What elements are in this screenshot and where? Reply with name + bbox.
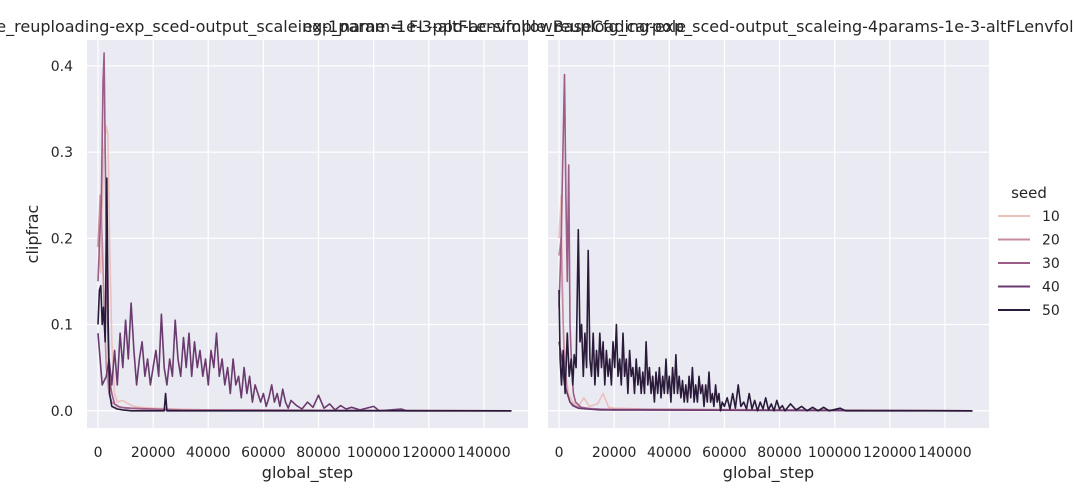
legend-label-seed-50: 50 <box>1042 303 1060 319</box>
x-tick-label: 20000 <box>131 445 176 461</box>
series-line-seed-50 <box>97 177 512 412</box>
left-subplot: 0 20000 40000 60000 80000 100000 120000 140000 0… <box>23 40 528 483</box>
x-tick-label: 20000 <box>592 445 637 461</box>
series-line-seed-40 <box>97 302 512 412</box>
x-tick-label: 140000 <box>918 445 971 461</box>
x-axis-label: global_step <box>723 463 814 483</box>
legend: seed 10 20 30 40 50 <box>998 184 1060 319</box>
x-tick-label: 40000 <box>186 445 231 461</box>
y-tick-label: 0.3 <box>51 145 73 161</box>
x-tick-label: 40000 <box>647 445 692 461</box>
subplot-title: ac-simple_reuploading-exp_sced-output_sc… <box>0 17 686 37</box>
y-axis-label: clipfrac <box>23 205 42 264</box>
x-tick-label: 0 <box>555 445 564 461</box>
x-tick-label: 120000 <box>863 445 916 461</box>
x-tick-label: 0 <box>94 445 103 461</box>
right-subplot: 0 20000 40000 60000 80000 100000 120000 140000g… <box>303 17 1074 483</box>
x-tick-label: 100000 <box>347 445 400 461</box>
plot-area <box>87 40 528 428</box>
legend-label-seed-20: 20 <box>1042 233 1060 249</box>
x-tick-label: 140000 <box>457 445 510 461</box>
series-line-seed-50 <box>558 228 973 412</box>
legend-title: seed <box>1011 184 1047 202</box>
y-tick-label: 0.4 <box>51 59 73 75</box>
x-tick-label: 60000 <box>702 445 747 461</box>
y-tick-label: 0.0 <box>51 404 73 420</box>
x-axis-label: global_step <box>262 463 353 483</box>
x-tick-label: 60000 <box>241 445 286 461</box>
y-tick-label: 0.1 <box>51 318 73 334</box>
legend-label-seed-30: 30 <box>1042 256 1060 272</box>
series-line-seed-40 <box>558 341 973 412</box>
subplot-title: exp_name = FL-ppo-ac-simple_reuploading-… <box>303 17 1074 37</box>
x-tick-label: 120000 <box>402 445 455 461</box>
legend-label-seed-40: 40 <box>1042 280 1060 296</box>
x-tick-label: 80000 <box>757 445 802 461</box>
x-tick-label: 80000 <box>296 445 341 461</box>
x-tick-label: 100000 <box>808 445 861 461</box>
legend-label-seed-10: 10 <box>1042 209 1060 225</box>
y-tick-label: 0.2 <box>51 231 73 247</box>
